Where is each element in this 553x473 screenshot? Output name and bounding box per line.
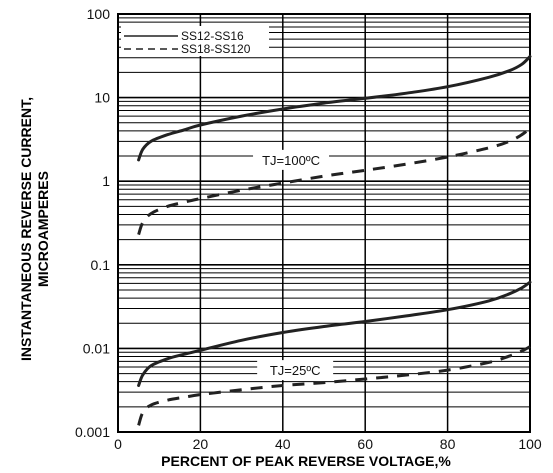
legend-label: SS18-SS120 <box>181 42 251 56</box>
series-line-1 <box>137 55 532 162</box>
annotation-box <box>253 149 330 170</box>
y-axis-title-line-1: INSTANTANEOUS REVERSE CURRENT, <box>18 97 34 361</box>
legend-box <box>121 26 269 56</box>
y-tick-label: 0.01 <box>83 340 110 356</box>
series-line-3 <box>137 280 532 387</box>
x-tick-label: 40 <box>275 436 291 452</box>
x-tick-label: 20 <box>193 436 209 452</box>
series-line-2 <box>137 127 531 236</box>
y-tick-label: 1 <box>102 173 110 189</box>
x-tick-label: 80 <box>440 436 456 452</box>
x-axis-title: PERCENT OF PEAK REVERSE VOLTAGE,% <box>161 453 451 469</box>
y-tick-label: 10 <box>94 90 110 106</box>
series-layer <box>137 55 532 426</box>
y-tick-label: 0.001 <box>75 424 110 440</box>
plot-frame <box>117 13 531 433</box>
annotation-box <box>257 360 334 381</box>
y-axis-title-line-2: MICROAMPERES <box>35 171 51 287</box>
y-tick-label: 0.1 <box>91 257 111 273</box>
tick-labels: 0 20 40 60 80 100 0.001 0.01 0.1 1 10 100 <box>75 6 542 452</box>
annotation-label: TJ=100ºC <box>262 153 320 168</box>
x-tick-label: 0 <box>114 436 122 452</box>
x-tick-label: 60 <box>357 436 373 452</box>
annotations: TJ=100ºC TJ=25ºC <box>253 149 334 381</box>
series-line-4 <box>137 345 531 426</box>
x-tick-label: 100 <box>518 436 542 452</box>
legend-label: SS12-SS16 <box>181 29 244 43</box>
annotation-label: TJ=25ºC <box>270 363 321 378</box>
y-tick-label: 100 <box>87 6 111 22</box>
